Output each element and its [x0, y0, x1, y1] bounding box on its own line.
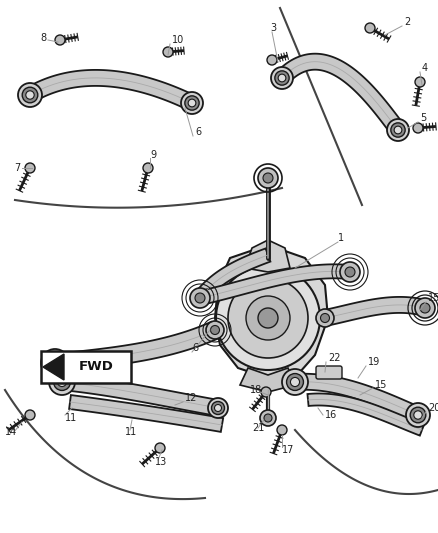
Circle shape [282, 369, 308, 395]
Circle shape [267, 55, 277, 65]
Circle shape [53, 374, 71, 391]
Circle shape [211, 326, 219, 335]
Text: 10: 10 [172, 35, 184, 45]
Text: 13: 13 [155, 457, 167, 467]
Text: 4: 4 [422, 63, 428, 73]
Text: 6: 6 [195, 127, 201, 137]
Circle shape [365, 23, 375, 33]
Circle shape [206, 321, 224, 339]
Circle shape [258, 168, 278, 188]
Text: 11: 11 [65, 413, 77, 423]
Circle shape [155, 443, 165, 453]
Circle shape [41, 349, 69, 377]
Text: 5: 5 [420, 113, 426, 123]
Circle shape [321, 313, 329, 322]
Text: 22: 22 [328, 353, 340, 363]
Polygon shape [194, 248, 270, 302]
Circle shape [185, 96, 199, 110]
Circle shape [46, 354, 64, 372]
Circle shape [340, 262, 360, 282]
Circle shape [278, 74, 286, 82]
Polygon shape [245, 240, 290, 272]
Circle shape [387, 119, 409, 141]
Circle shape [415, 298, 435, 318]
Text: 1: 1 [338, 233, 344, 243]
Text: 6: 6 [192, 343, 198, 353]
Polygon shape [54, 322, 219, 372]
Polygon shape [276, 54, 404, 135]
Text: 8: 8 [40, 33, 46, 43]
Text: 16: 16 [325, 410, 337, 420]
Text: 2: 2 [404, 17, 410, 27]
Circle shape [261, 387, 271, 397]
Circle shape [271, 67, 293, 89]
Text: 3: 3 [270, 23, 276, 33]
Text: 17: 17 [282, 445, 294, 455]
Circle shape [263, 173, 273, 183]
Circle shape [228, 278, 308, 358]
Circle shape [260, 410, 276, 426]
Circle shape [195, 293, 205, 303]
Circle shape [26, 91, 34, 99]
Text: 14: 14 [5, 427, 17, 437]
Circle shape [57, 377, 67, 386]
Circle shape [208, 398, 228, 418]
Circle shape [50, 358, 60, 368]
Text: 9: 9 [150, 150, 156, 160]
Circle shape [22, 87, 38, 103]
Circle shape [275, 71, 289, 85]
Text: 15: 15 [428, 293, 438, 303]
Text: 21: 21 [252, 423, 265, 433]
Text: 7: 7 [14, 163, 20, 173]
Polygon shape [26, 70, 195, 110]
Polygon shape [323, 297, 427, 326]
Text: 18: 18 [250, 385, 262, 395]
Circle shape [290, 377, 300, 386]
Circle shape [286, 374, 304, 391]
Circle shape [410, 407, 426, 423]
Circle shape [49, 369, 75, 395]
Circle shape [212, 401, 225, 415]
Polygon shape [198, 264, 350, 305]
Circle shape [391, 123, 405, 137]
Polygon shape [307, 393, 424, 435]
Circle shape [181, 92, 203, 114]
Polygon shape [69, 395, 223, 432]
Polygon shape [294, 374, 421, 422]
Text: 19: 19 [368, 357, 380, 367]
Circle shape [345, 267, 355, 277]
Circle shape [55, 35, 65, 45]
Polygon shape [215, 245, 328, 378]
Circle shape [258, 308, 278, 328]
Circle shape [264, 414, 272, 422]
Text: FWD: FWD [79, 360, 114, 374]
Circle shape [413, 123, 423, 133]
Circle shape [25, 163, 35, 173]
Circle shape [420, 303, 430, 313]
FancyBboxPatch shape [41, 351, 131, 383]
Text: 15: 15 [375, 380, 387, 390]
FancyBboxPatch shape [316, 366, 342, 379]
Circle shape [215, 405, 222, 411]
Polygon shape [61, 374, 219, 416]
Polygon shape [240, 368, 295, 392]
Circle shape [188, 99, 196, 107]
Circle shape [25, 410, 35, 420]
Circle shape [414, 411, 422, 419]
Text: 11: 11 [125, 427, 137, 437]
Text: 12: 12 [185, 393, 198, 403]
Circle shape [18, 83, 42, 107]
Text: 20: 20 [428, 403, 438, 413]
Circle shape [190, 288, 210, 308]
Circle shape [415, 77, 425, 87]
Polygon shape [43, 354, 64, 380]
Circle shape [246, 296, 290, 340]
Circle shape [143, 163, 153, 173]
Circle shape [406, 403, 430, 427]
Circle shape [163, 47, 173, 57]
Circle shape [394, 126, 402, 134]
Circle shape [316, 309, 334, 327]
Circle shape [277, 425, 287, 435]
Circle shape [216, 266, 320, 370]
